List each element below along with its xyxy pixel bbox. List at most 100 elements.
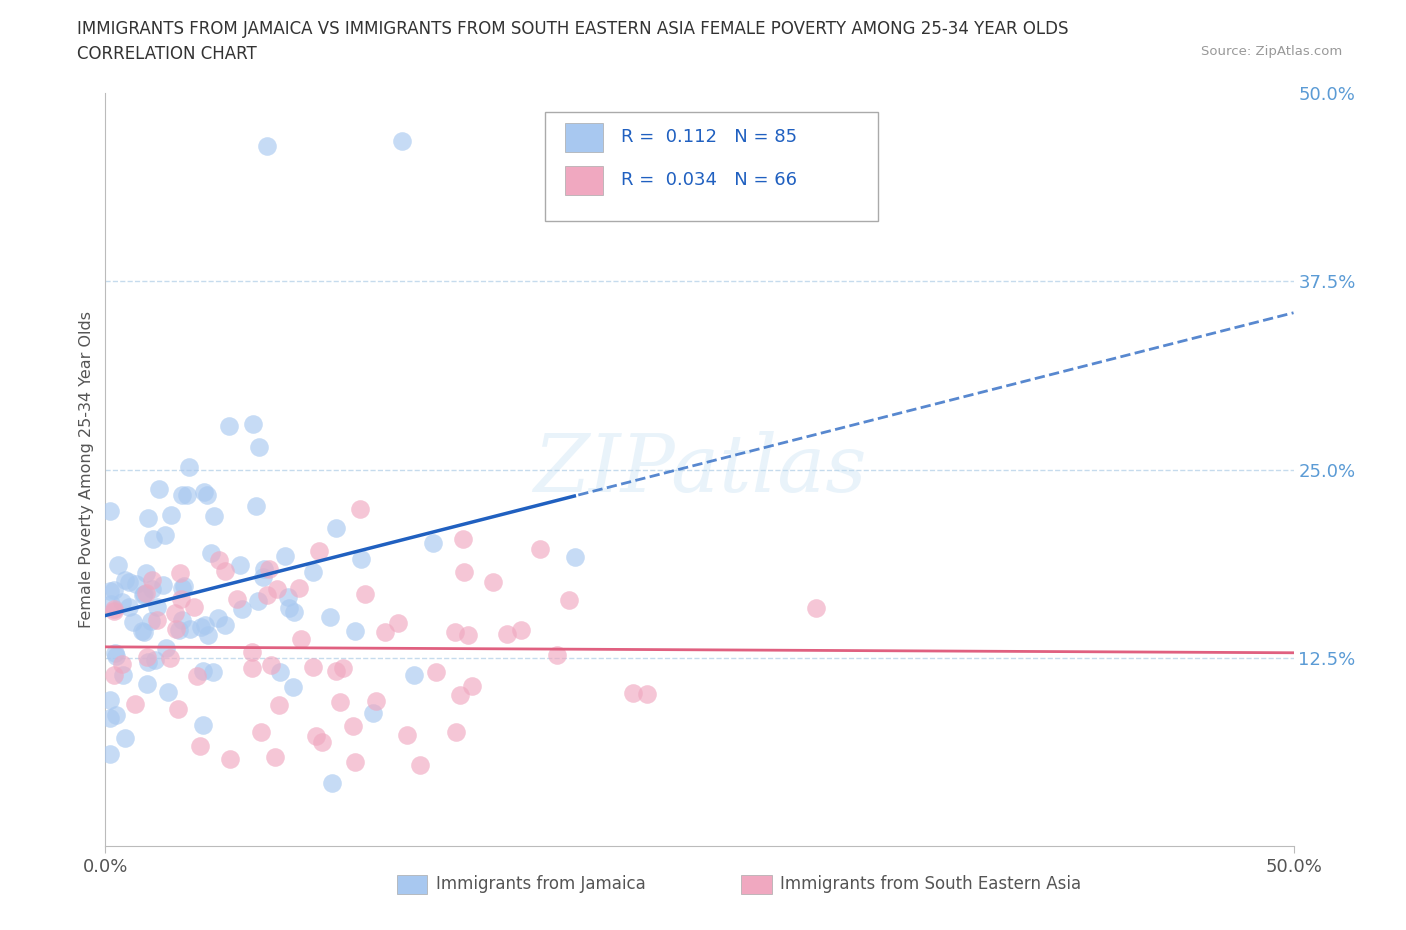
- Point: [409, 758, 432, 773]
- Point: [146, 600, 169, 615]
- Point: [311, 734, 333, 749]
- Text: R =  0.112   N = 85: R = 0.112 N = 85: [621, 128, 797, 146]
- Point: [257, 562, 280, 577]
- Point: [264, 750, 287, 764]
- Point: [145, 652, 167, 667]
- Point: [387, 616, 409, 631]
- Point: [422, 536, 444, 551]
- Point: [172, 580, 194, 595]
- Point: [167, 702, 190, 717]
- Point: [240, 660, 263, 675]
- Point: [141, 581, 163, 596]
- Point: [273, 549, 295, 564]
- Point: [242, 417, 264, 432]
- Point: [188, 738, 211, 753]
- Point: [350, 551, 373, 566]
- Point: [100, 597, 122, 612]
- Point: [240, 644, 263, 659]
- Point: [364, 694, 387, 709]
- Point: [354, 587, 377, 602]
- Point: [269, 698, 291, 712]
- Point: [186, 669, 208, 684]
- Point: [319, 610, 342, 625]
- Point: [139, 613, 162, 628]
- Point: [201, 665, 224, 680]
- Point: [165, 621, 187, 636]
- Point: [252, 570, 274, 585]
- Point: [145, 613, 167, 628]
- Point: [197, 627, 219, 642]
- Point: [200, 546, 222, 561]
- Point: [374, 624, 396, 639]
- Point: [444, 625, 467, 640]
- Point: [214, 564, 236, 578]
- Point: [114, 730, 136, 745]
- Point: [449, 688, 471, 703]
- Point: [283, 604, 305, 619]
- Point: [155, 641, 177, 656]
- Point: [250, 724, 273, 739]
- Point: [172, 612, 194, 627]
- Point: [173, 579, 195, 594]
- Text: R =  0.034   N = 66: R = 0.034 N = 66: [621, 171, 797, 190]
- Point: [118, 574, 141, 589]
- Point: [152, 578, 174, 593]
- Point: [361, 706, 384, 721]
- Point: [218, 418, 240, 433]
- Text: ZIPatlas: ZIPatlas: [533, 431, 866, 509]
- Point: [167, 623, 190, 638]
- Point: [124, 697, 146, 711]
- Point: [98, 693, 121, 708]
- Point: [461, 679, 484, 694]
- Point: [451, 532, 474, 547]
- Point: [302, 565, 325, 579]
- Point: [194, 618, 217, 632]
- Point: [103, 602, 125, 617]
- Point: [191, 663, 214, 678]
- Point: [135, 585, 157, 600]
- Text: Source: ZipAtlas.com: Source: ZipAtlas.com: [1202, 45, 1343, 58]
- Point: [444, 724, 467, 739]
- Point: [107, 557, 129, 572]
- FancyBboxPatch shape: [565, 166, 603, 194]
- Point: [278, 601, 301, 616]
- Point: [132, 588, 155, 603]
- Point: [529, 541, 551, 556]
- Point: [288, 580, 311, 595]
- Point: [207, 611, 229, 626]
- Point: [159, 508, 181, 523]
- Point: [195, 488, 218, 503]
- Point: [281, 680, 304, 695]
- Point: [207, 552, 229, 567]
- Point: [342, 719, 364, 734]
- Point: [103, 668, 125, 683]
- Point: [496, 626, 519, 641]
- Point: [249, 440, 271, 455]
- Point: [621, 685, 644, 700]
- Point: [325, 521, 347, 536]
- Point: [98, 747, 121, 762]
- Point: [325, 664, 347, 679]
- Point: [134, 624, 156, 639]
- Y-axis label: Female Poverty Among 25-34 Year Olds: Female Poverty Among 25-34 Year Olds: [79, 312, 94, 628]
- Point: [169, 565, 191, 580]
- Point: [202, 509, 225, 524]
- Point: [103, 604, 125, 618]
- Point: [228, 557, 250, 572]
- Point: [172, 487, 194, 502]
- FancyBboxPatch shape: [546, 112, 877, 221]
- Point: [214, 618, 236, 632]
- Point: [247, 594, 270, 609]
- Point: [103, 582, 125, 597]
- Text: Immigrants from South Eastern Asia: Immigrants from South Eastern Asia: [780, 875, 1081, 893]
- Point: [321, 775, 343, 790]
- Point: [138, 511, 160, 525]
- Point: [111, 668, 134, 683]
- Point: [546, 647, 568, 662]
- Text: Immigrants from Jamaica: Immigrants from Jamaica: [436, 875, 645, 893]
- Point: [190, 619, 212, 634]
- Point: [135, 676, 157, 691]
- FancyBboxPatch shape: [565, 123, 603, 152]
- Text: CORRELATION CHART: CORRELATION CHART: [77, 45, 257, 62]
- Point: [269, 665, 291, 680]
